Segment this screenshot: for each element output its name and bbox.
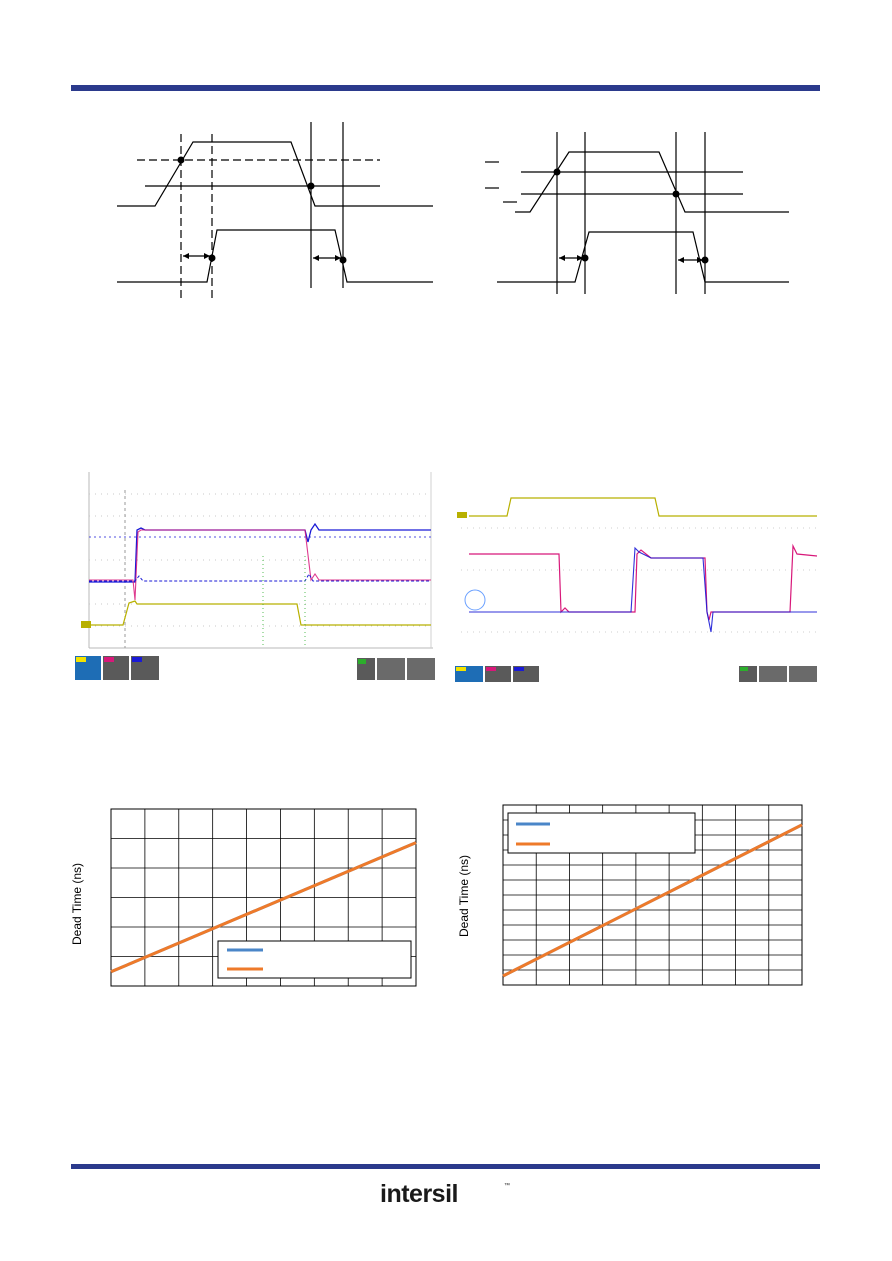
y-axis-label: Dead Time (ns) (70, 863, 84, 945)
plot-series (110, 841, 417, 974)
scope-capture-left (75, 470, 437, 682)
y-axis-label: Dead Time (ns) (457, 855, 471, 937)
timing-diagram-right (485, 132, 789, 294)
header-rule (71, 85, 820, 91)
timing-diagram-left (117, 122, 433, 298)
logo-wordmark: intersil (380, 1180, 458, 1208)
footer-rule (71, 1164, 820, 1169)
intersil-logo: intersil ™ (380, 1180, 510, 1208)
plot-series (502, 823, 803, 978)
plot-legend (217, 940, 412, 979)
plot-legend (507, 812, 696, 854)
series-line-2 (110, 841, 417, 974)
logo-trademark: ™ (504, 1182, 510, 1189)
scope-capture-right (455, 488, 818, 684)
dead-time-plot-right: Dead Time (ns) (457, 804, 803, 986)
dead-time-plot-left: Dead Time (ns) (70, 808, 417, 987)
series-line-2 (502, 823, 803, 978)
